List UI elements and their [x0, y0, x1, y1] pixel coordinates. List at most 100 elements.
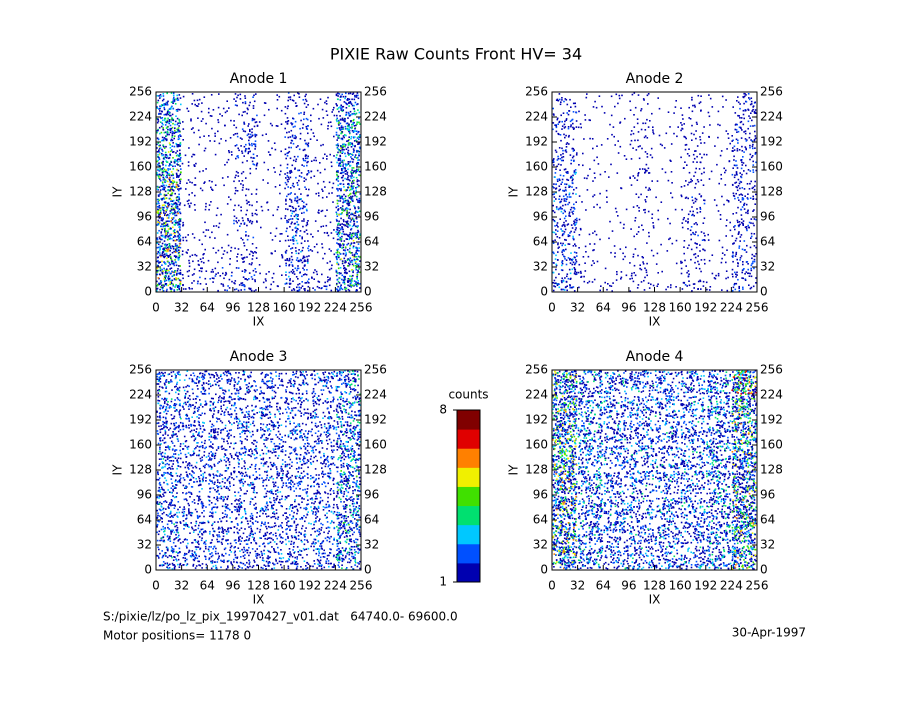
pixel: [178, 201, 180, 203]
pixel: [175, 152, 177, 154]
pixel: [350, 171, 352, 173]
pixel: [738, 179, 740, 181]
pixel: [230, 120, 232, 122]
pixel: [180, 97, 182, 99]
pixel: [349, 144, 351, 146]
pixel: [341, 236, 343, 238]
pixel: [736, 165, 738, 167]
pixel: [159, 283, 161, 285]
pixel: [161, 223, 163, 225]
pixel: [564, 121, 566, 123]
pixel: [303, 158, 305, 160]
pixel: [242, 270, 244, 272]
pixel: [347, 285, 349, 287]
pixel: [352, 275, 354, 277]
pixel: [357, 211, 359, 213]
pixel: [555, 168, 557, 170]
pixel: [285, 251, 287, 253]
pixel: [307, 248, 309, 250]
pixel: [700, 139, 702, 141]
pixel: [281, 218, 283, 220]
pixel: [213, 225, 215, 227]
pixel: [727, 277, 729, 279]
pixel: [310, 120, 312, 122]
pixel: [231, 281, 233, 283]
pixel: [168, 271, 170, 273]
pixel: [196, 378, 198, 380]
pixel: [287, 100, 289, 102]
pixel: [252, 258, 254, 260]
pixel: [648, 126, 650, 128]
pixel: [235, 372, 237, 374]
pixel: [157, 168, 159, 170]
pixel: [348, 175, 350, 177]
pixel: [170, 280, 172, 282]
pixel: [354, 195, 356, 197]
pixel: [314, 175, 316, 177]
pixel: [359, 198, 361, 200]
pixel: [561, 245, 563, 247]
pixel: [753, 255, 755, 257]
pixel: [561, 208, 563, 210]
pixel: [251, 132, 253, 134]
pixel: [741, 146, 743, 148]
pixel: [637, 118, 639, 120]
pixel: [337, 215, 339, 217]
pixel: [695, 253, 697, 255]
pixel: [300, 133, 302, 135]
pixel: [178, 196, 180, 198]
pixel: [157, 378, 159, 380]
pixel: [205, 206, 207, 208]
pixel: [167, 255, 169, 257]
pixel: [160, 194, 162, 196]
pixel: [341, 145, 343, 147]
pixel: [594, 279, 596, 281]
pixel: [347, 147, 349, 149]
pixel: [344, 178, 346, 180]
pixel: [721, 289, 723, 291]
pixel: [580, 127, 582, 129]
pixel: [160, 378, 162, 380]
pixel: [732, 147, 734, 149]
pixel: [348, 163, 350, 165]
pixel: [337, 137, 339, 139]
pixel: [353, 150, 355, 152]
pixel: [265, 102, 267, 104]
pixel: [339, 127, 341, 129]
pixel: [341, 109, 343, 111]
pixel: [356, 177, 358, 179]
pixel: [287, 181, 289, 183]
pixel: [751, 258, 753, 260]
pixel: [288, 194, 290, 196]
pixel: [695, 168, 697, 170]
pixel: [619, 95, 621, 97]
pixel: [353, 186, 355, 188]
pixel: [248, 151, 250, 153]
pixel: [683, 167, 685, 169]
pixel: [358, 162, 360, 164]
pixel: [276, 94, 278, 96]
pixel: [167, 132, 169, 134]
pixel: [281, 123, 283, 125]
pixel: [635, 217, 637, 219]
pixel: [339, 289, 341, 291]
pixel: [358, 263, 360, 265]
pixel: [189, 256, 191, 258]
pixel: [310, 115, 312, 117]
pixel: [341, 127, 343, 129]
pixel: [661, 201, 663, 203]
pixel: [290, 210, 292, 212]
pixel: [237, 230, 239, 232]
pixel: [202, 190, 204, 192]
pixel: [287, 186, 289, 188]
pixel: [592, 250, 594, 252]
pixel: [271, 125, 273, 127]
pixel: [676, 136, 678, 138]
pixel: [333, 155, 335, 157]
pixel: [349, 190, 351, 192]
pixel: [569, 215, 571, 217]
pixel: [200, 391, 202, 393]
pixel: [292, 272, 294, 274]
pixel: [559, 237, 561, 239]
pixel: [246, 200, 248, 202]
